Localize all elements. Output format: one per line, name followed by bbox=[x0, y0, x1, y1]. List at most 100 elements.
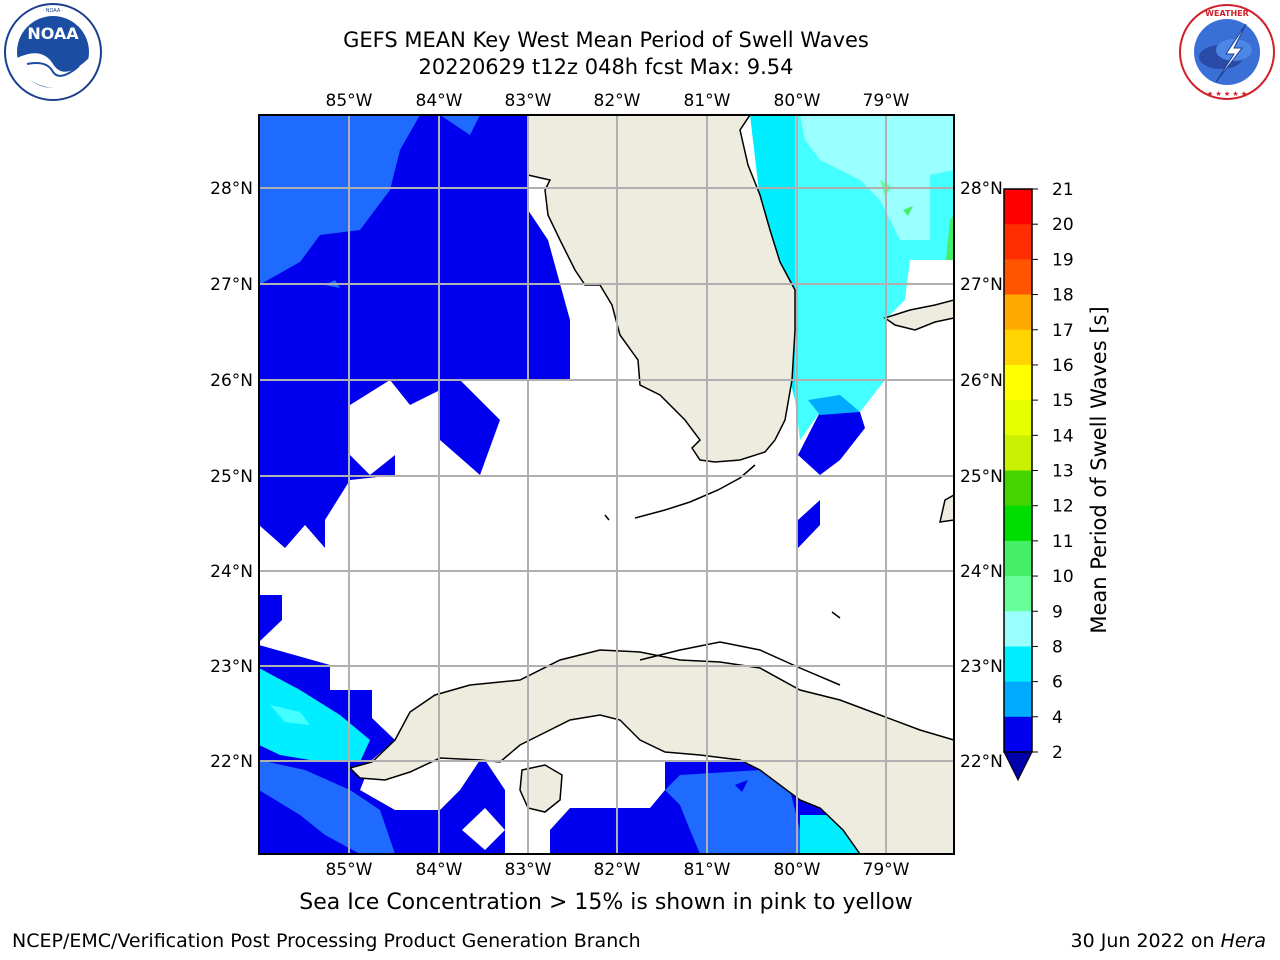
colorbar-under-arrow bbox=[1003, 751, 1033, 782]
cay-sal bbox=[831, 611, 841, 619]
footer-host: Hera bbox=[1220, 930, 1266, 952]
colorbar-tick-label: 15 bbox=[1052, 391, 1074, 411]
colorbar-band bbox=[1004, 681, 1032, 718]
grand-bahama bbox=[883, 299, 954, 331]
gulf-patch-4s bbox=[440, 115, 480, 135]
lat-label-right: 22°N bbox=[960, 752, 1003, 772]
lon-label-top: 85°W bbox=[326, 91, 373, 111]
colorbar-band bbox=[1004, 646, 1032, 683]
lon-label-bottom: 83°W bbox=[505, 860, 552, 880]
atlantic-patch-9s-b bbox=[903, 206, 913, 216]
colorbar-tick-label: 20 bbox=[1052, 215, 1074, 235]
colorbar-band bbox=[1004, 716, 1032, 753]
lon-label-top: 82°W bbox=[594, 91, 641, 111]
footer-date-text: 30 Jun 2022 on bbox=[1070, 930, 1215, 952]
lat-label-right: 25°N bbox=[960, 467, 1003, 487]
colorbar-band bbox=[1004, 189, 1032, 225]
colorbar-band bbox=[1004, 576, 1032, 612]
colorbar-tick-label: 10 bbox=[1052, 567, 1074, 587]
colorbar-band bbox=[1004, 224, 1032, 260]
land bbox=[348, 115, 954, 854]
lon-label-top: 79°W bbox=[863, 91, 910, 111]
caribbean-gap-b bbox=[462, 808, 505, 850]
chart-title: GEFS MEAN Key West Mean Period of Swell … bbox=[343, 28, 869, 52]
colorbar-band bbox=[1004, 400, 1032, 436]
colorbar-tick-label: 13 bbox=[1052, 462, 1074, 482]
caribbean-gap bbox=[395, 785, 415, 810]
lat-label-left: 26°N bbox=[210, 371, 253, 391]
lon-label-bottom: 79°W bbox=[863, 860, 910, 880]
footer-date: 30 Jun 2022 on Hera bbox=[1071, 930, 1267, 952]
colorbar-label: Mean Period of Swell Waves [s] bbox=[1087, 306, 1111, 633]
florida-land bbox=[527, 115, 796, 463]
atlantic-edge-9s bbox=[946, 215, 954, 260]
chart-subtitle: 20220629 t12z 048h fcst Max: 9.54 bbox=[418, 55, 794, 79]
lat-label-right: 26°N bbox=[960, 371, 1003, 391]
lat-label-right: 28°N bbox=[960, 179, 1003, 199]
lat-label-right: 24°N bbox=[960, 562, 1003, 582]
footer-branch: NCEP/EMC/Verification Post Processing Pr… bbox=[12, 930, 641, 952]
colorbar-tick-label: 18 bbox=[1052, 286, 1074, 306]
colorbar-tick-label: 6 bbox=[1052, 673, 1063, 693]
lat-label-left: 23°N bbox=[210, 657, 253, 677]
swell-field bbox=[259, 115, 954, 854]
caribbean-south-patch bbox=[735, 780, 748, 792]
noaa-logo: NOAA · NOAA · bbox=[4, 3, 102, 101]
colorbar-tick-label: 2 bbox=[1052, 743, 1063, 763]
dry-tortugas bbox=[604, 514, 610, 521]
gridlines bbox=[259, 115, 954, 854]
noaa-logo-text: NOAA bbox=[27, 24, 79, 43]
west-patch bbox=[259, 595, 282, 642]
lon-label-top: 84°W bbox=[416, 91, 463, 111]
colorbar-tick-label: 21 bbox=[1052, 180, 1074, 200]
lon-label-bottom: 84°W bbox=[416, 860, 463, 880]
lon-label-bottom: 82°W bbox=[594, 860, 641, 880]
cuban-keys bbox=[639, 641, 841, 686]
colorbar-band bbox=[1004, 470, 1032, 507]
colorbar-tick-label: 19 bbox=[1052, 250, 1074, 270]
colorbar-band bbox=[1004, 540, 1032, 577]
colorbar-band bbox=[1004, 505, 1032, 542]
bahamas-patch-4s bbox=[808, 395, 860, 415]
yucatan-channel-8s bbox=[270, 705, 310, 725]
lon-label-bottom: 81°W bbox=[684, 860, 731, 880]
map-frame bbox=[258, 114, 955, 855]
svg-text:· NOAA ·: · NOAA · bbox=[43, 8, 64, 14]
colorbar: 21 20 19 18 17 16 15 14 13 12 11 10 9 8 6 4 2 bbox=[1003, 180, 1074, 782]
lon-label-top: 83°W bbox=[505, 91, 552, 111]
isle-of-youth bbox=[519, 764, 563, 813]
colorbar-tick-label: 4 bbox=[1052, 708, 1063, 728]
lat-label-left: 22°N bbox=[210, 752, 253, 772]
colorbar-band bbox=[1004, 364, 1032, 401]
lat-label-left: 25°N bbox=[210, 467, 253, 487]
colorbar-band bbox=[1004, 259, 1032, 296]
lat-label-left: 28°N bbox=[210, 179, 253, 199]
sea-ice-note: Sea Ice Concentration > 15% is shown in … bbox=[299, 890, 913, 915]
colorbar-tick-label: 16 bbox=[1052, 356, 1074, 376]
gulf-region-4s bbox=[259, 115, 420, 285]
nws-logo: WEATHER ★ ★ ★ ★ ★ bbox=[1179, 4, 1275, 100]
andros-edge bbox=[939, 494, 954, 523]
caribbean-gap-c bbox=[485, 760, 505, 790]
cuba-land bbox=[348, 649, 954, 854]
lon-label-bottom: 85°W bbox=[326, 860, 373, 880]
colorbar-tick-label: 11 bbox=[1052, 532, 1074, 552]
colorbar-tick-label: 17 bbox=[1052, 321, 1074, 341]
colorbar-band bbox=[1004, 329, 1032, 366]
colorbar-tick-label: 9 bbox=[1052, 602, 1063, 622]
colorbar-band bbox=[1004, 294, 1032, 331]
colorbar-tick-label: 8 bbox=[1052, 637, 1063, 657]
colorbar-band bbox=[1004, 435, 1032, 471]
svg-text:WEATHER: WEATHER bbox=[1205, 9, 1249, 18]
lat-label-left: 27°N bbox=[210, 275, 253, 295]
lat-label-right: 27°N bbox=[960, 275, 1003, 295]
caribbean-west-4s bbox=[259, 760, 395, 854]
colorbar-tick-label: 12 bbox=[1052, 497, 1074, 517]
yucatan-channel-6s bbox=[259, 668, 370, 762]
lon-label-bottom: 80°W bbox=[774, 860, 821, 880]
bahamas-patch-2-4s bbox=[798, 412, 865, 475]
atlantic-region-8-9s bbox=[800, 115, 954, 240]
colorbar-band bbox=[1004, 611, 1032, 647]
lon-label-top: 81°W bbox=[684, 91, 731, 111]
